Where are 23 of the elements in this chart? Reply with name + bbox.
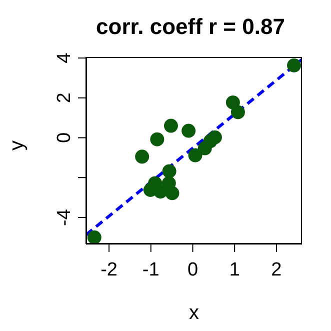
point	[135, 150, 150, 164]
point	[87, 230, 102, 244]
point	[164, 118, 178, 133]
point	[287, 58, 302, 72]
point	[208, 130, 222, 144]
y-axis-title: y	[6, 140, 28, 150]
chart-title: corr. coeff r = 0.87	[95, 14, 286, 40]
point	[162, 164, 176, 178]
x-axis-title: x	[189, 302, 199, 324]
x-tick-label: -1	[142, 259, 160, 280]
y-tick-label: 0	[54, 132, 75, 144]
y-tick-label: 2	[54, 92, 75, 104]
x-tick-label: -2	[100, 259, 118, 280]
point	[150, 132, 164, 146]
point	[182, 124, 196, 138]
point	[188, 148, 202, 162]
x-tick-label: 2	[271, 259, 282, 280]
x-tick-label: 1	[229, 259, 240, 280]
y-tick-label: 4	[54, 52, 75, 64]
point	[230, 105, 245, 120]
y-tick-label: -4	[54, 208, 75, 226]
point	[165, 186, 180, 200]
x-tick-label: 0	[187, 259, 198, 280]
